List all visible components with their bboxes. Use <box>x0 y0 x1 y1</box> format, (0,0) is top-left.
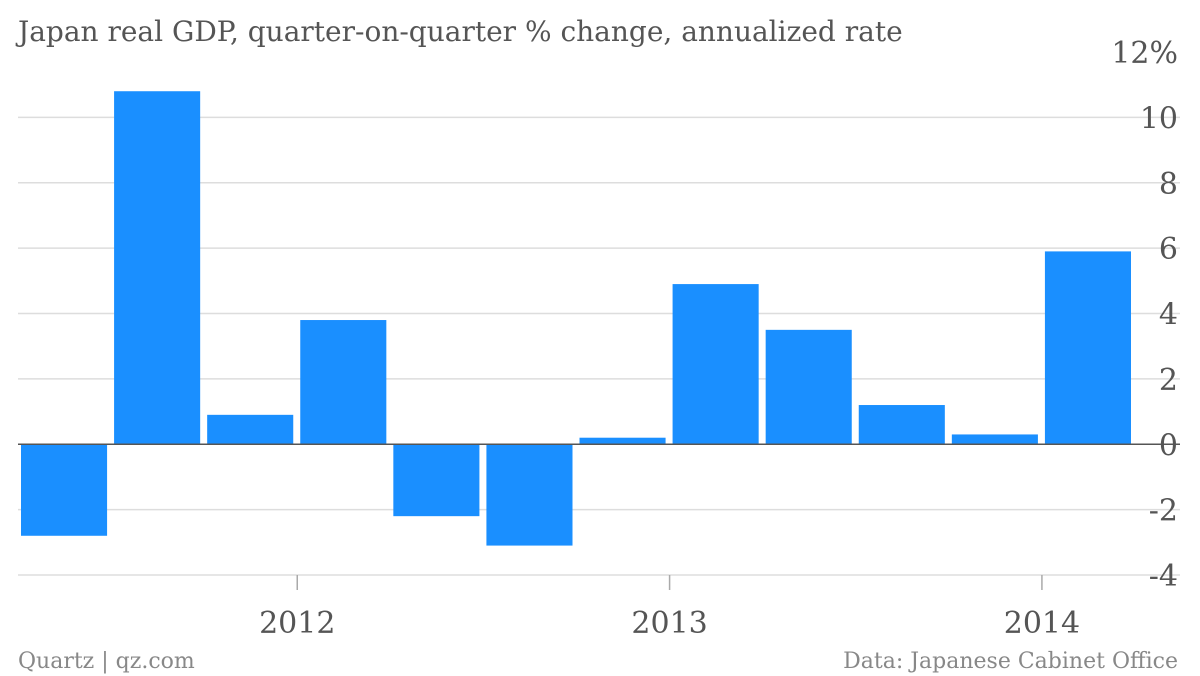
y-tick-label: 12% <box>1111 36 1178 71</box>
bar <box>114 91 201 445</box>
y-tick-label: 0 <box>1159 428 1178 463</box>
y-tick-label: 10 <box>1140 101 1178 136</box>
y-tick-label: 6 <box>1159 232 1178 267</box>
x-tick-label: 2014 <box>1004 606 1080 641</box>
bar <box>765 329 852 445</box>
bar <box>858 405 945 445</box>
bar <box>393 444 480 517</box>
bars <box>21 91 1131 546</box>
y-tick-label: 4 <box>1159 298 1178 333</box>
y-tick-label: -4 <box>1149 559 1178 594</box>
x-tick-label: 2013 <box>631 606 707 641</box>
bar <box>672 284 759 445</box>
chart-title: Japan real GDP, quarter-on-quarter % cha… <box>15 15 903 48</box>
bar <box>21 444 108 536</box>
credit-label: Quartz | qz.com <box>18 649 195 674</box>
bar <box>1044 251 1131 445</box>
source-label: Data: Japanese Cabinet Office <box>843 649 1178 674</box>
y-axis-ticks: 12% 10 8 6 4 2 0 -2 -4 <box>1111 36 1178 594</box>
bar <box>486 444 573 546</box>
bar <box>207 414 294 445</box>
bar <box>951 434 1038 445</box>
bar <box>579 437 666 445</box>
x-axis-ticks: 2012 2013 2014 <box>259 575 1080 641</box>
y-tick-label: 2 <box>1159 363 1178 398</box>
y-tick-label: -2 <box>1149 494 1178 529</box>
bar <box>300 320 387 445</box>
grid <box>18 116 1180 576</box>
x-tick-label: 2012 <box>259 606 335 641</box>
y-tick-label: 8 <box>1159 167 1178 202</box>
